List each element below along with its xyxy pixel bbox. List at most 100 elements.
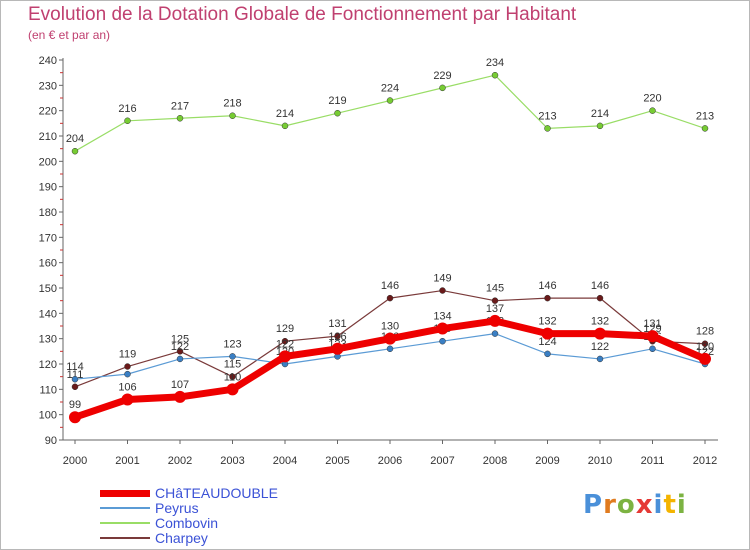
data-point [701, 340, 709, 347]
data-label: 217 [171, 100, 189, 112]
line-chart: 90 100 110 120 130 140 150 160 170 180 190 200 210 22… [39, 55, 718, 467]
data-point [71, 375, 79, 383]
data-label: 218 [223, 98, 241, 110]
x-tick-label: 2011 [641, 455, 665, 467]
data-label: 220 [643, 93, 661, 105]
y-tick-label: 130 [39, 334, 57, 346]
data-label: 146 [538, 280, 556, 292]
data-label: 134 [433, 311, 451, 323]
data-label: 132 [538, 316, 556, 328]
legend-swatch-charpey [100, 537, 150, 539]
data-point [544, 125, 551, 132]
data-label: 213 [538, 110, 556, 122]
data-point [281, 337, 289, 345]
logo-letter: t [663, 490, 677, 520]
y-tick-label: 110 [39, 384, 57, 396]
legend-label-peyrus: Peyrus [155, 500, 199, 516]
data-label: 110 [224, 371, 242, 383]
data-point [594, 327, 606, 340]
data-label: 130 [381, 321, 399, 333]
data-point [331, 342, 344, 355]
data-point [121, 393, 134, 406]
data-label: 214 [276, 108, 294, 120]
data-label: 119 [119, 349, 137, 361]
proxiti-logo: Proxiti [583, 490, 687, 520]
data-point [491, 297, 499, 304]
data-point [229, 353, 236, 360]
data-label: 204 [66, 133, 84, 145]
data-label: 122 [591, 341, 609, 353]
data-label: 229 [433, 70, 451, 82]
data-point [176, 115, 184, 122]
data-label: 131 [643, 318, 661, 330]
data-point [176, 355, 184, 363]
data-point [279, 350, 291, 363]
data-point [491, 71, 499, 79]
x-tick-label: 2002 [168, 455, 192, 467]
data-label: 149 [433, 273, 451, 285]
data-point [384, 332, 396, 345]
data-point [649, 345, 656, 353]
x-tick-label: 2010 [588, 455, 612, 467]
data-label: 224 [381, 83, 399, 95]
logo-letter: i [653, 490, 664, 520]
x-tick-label: 2005 [325, 455, 349, 467]
chart-title: Evolution de la Dotation Globale de Fonc… [28, 4, 577, 25]
data-point [334, 109, 341, 117]
data-label: 137 [486, 303, 504, 315]
data-point [124, 370, 131, 378]
data-label: 111 [67, 369, 84, 381]
x-tick-label: 2012 [693, 455, 717, 467]
logo-letter: P [583, 490, 604, 520]
y-tick-label: 200 [39, 156, 57, 168]
data-label: 120 [696, 341, 714, 353]
data-point [541, 327, 554, 340]
x-tick-label: 2008 [483, 455, 507, 467]
logo-letter: o [616, 490, 636, 520]
y-tick-label: 240 [39, 55, 57, 67]
data-label: 114 [66, 361, 84, 373]
data-label: 124 [538, 336, 556, 348]
data-label: 106 [118, 381, 136, 393]
y-tick-label: 120 [39, 359, 57, 371]
legend-label-charpey: Charpey [155, 530, 208, 546]
data-label: 126 [328, 331, 346, 343]
y-tick-label: 180 [39, 207, 57, 219]
x-tick-label: 2001 [115, 455, 139, 467]
data-label: 107 [171, 379, 189, 391]
data-label: 129 [276, 323, 294, 335]
data-label: 123 [223, 338, 241, 350]
data-label: 146 [381, 280, 399, 292]
data-point [544, 294, 551, 302]
x-tick-label: 2007 [430, 455, 454, 467]
data-point [596, 355, 604, 363]
data-point [226, 383, 239, 396]
data-point [229, 373, 236, 380]
y-tick-label: 160 [39, 258, 57, 270]
data-point [701, 125, 709, 132]
data-point [439, 337, 446, 345]
data-point [649, 107, 656, 114]
y-tick-label: 90 [45, 435, 57, 447]
data-label: 219 [328, 95, 346, 107]
data-label: 216 [118, 103, 136, 115]
data-label: 99 [69, 399, 81, 411]
data-label: 125 [171, 333, 189, 345]
legend-swatch-combovin [100, 522, 150, 524]
x-tick-label: 2004 [273, 455, 297, 467]
data-label: 146 [591, 280, 609, 292]
data-point [596, 122, 604, 130]
y-tick-label: 230 [39, 80, 57, 92]
y-tick-label: 150 [39, 283, 57, 295]
y-tick-label: 100 [39, 410, 57, 422]
data-label: 122 [171, 341, 189, 353]
legend-swatch-chateaudouble [100, 490, 150, 497]
x-tick-label: 2003 [220, 455, 244, 467]
data-label: 214 [591, 108, 609, 120]
data-label: 115 [224, 359, 242, 371]
y-tick-label: 190 [39, 182, 57, 194]
data-point [124, 117, 131, 125]
chart-subtitle: (en € et par an) [28, 28, 111, 42]
data-point [71, 383, 79, 391]
